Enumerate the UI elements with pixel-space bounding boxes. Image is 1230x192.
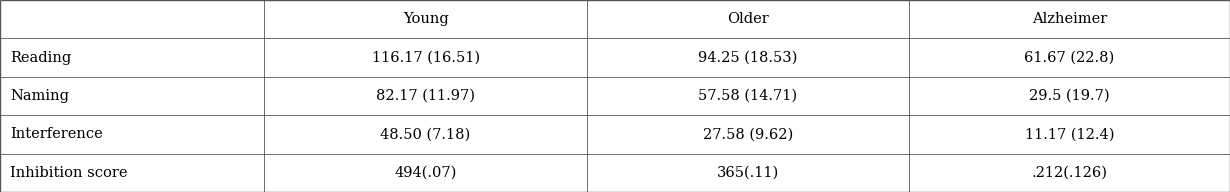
Text: Inhibition score: Inhibition score xyxy=(10,166,128,180)
Text: 27.58 (9.62): 27.58 (9.62) xyxy=(702,127,793,141)
Text: Naming: Naming xyxy=(10,89,69,103)
Text: Reading: Reading xyxy=(10,51,71,65)
Text: 57.58 (14.71): 57.58 (14.71) xyxy=(699,89,797,103)
Text: Interference: Interference xyxy=(10,127,102,141)
Text: .212(.126): .212(.126) xyxy=(1032,166,1107,180)
Text: 48.50 (7.18): 48.50 (7.18) xyxy=(380,127,471,141)
Text: 494(.07): 494(.07) xyxy=(395,166,456,180)
Text: 11.17 (12.4): 11.17 (12.4) xyxy=(1025,127,1114,141)
Text: Young: Young xyxy=(402,12,449,26)
Text: Alzheimer: Alzheimer xyxy=(1032,12,1107,26)
Text: 29.5 (19.7): 29.5 (19.7) xyxy=(1030,89,1109,103)
Text: 82.17 (11.97): 82.17 (11.97) xyxy=(376,89,475,103)
Text: 94.25 (18.53): 94.25 (18.53) xyxy=(699,51,797,65)
Text: Older: Older xyxy=(727,12,769,26)
Text: 365(.11): 365(.11) xyxy=(717,166,779,180)
Text: 61.67 (22.8): 61.67 (22.8) xyxy=(1025,51,1114,65)
Text: 116.17 (16.51): 116.17 (16.51) xyxy=(371,51,480,65)
